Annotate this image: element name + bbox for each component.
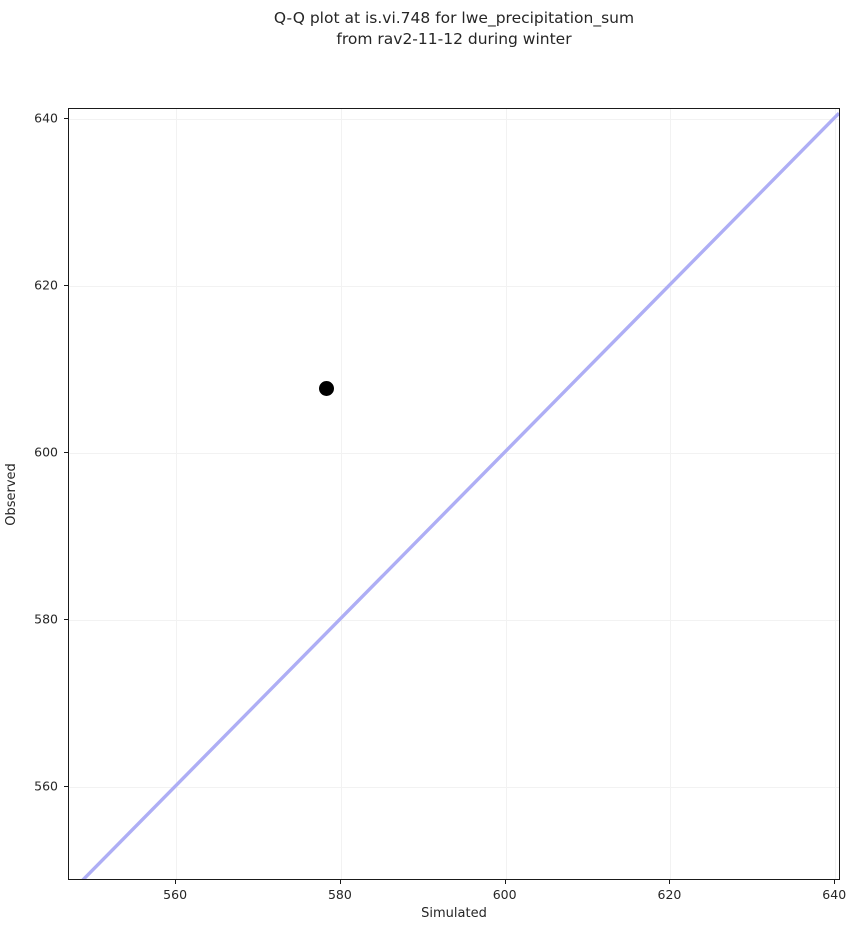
y-tick-mark bbox=[64, 786, 68, 788]
x-tick-label: 560 bbox=[163, 887, 188, 902]
y-tick-label: 620 bbox=[34, 277, 58, 293]
gridline-vertical bbox=[670, 109, 672, 879]
x-tick-label: 620 bbox=[657, 887, 682, 902]
y-tick-label: 640 bbox=[34, 110, 58, 126]
x-tick-label: 580 bbox=[327, 887, 352, 902]
page-title: Q-Q plot at is.vi.748 for lwe_precipitat… bbox=[273, 9, 635, 48]
x-axis-label: Simulated bbox=[421, 906, 487, 921]
gridline-vertical bbox=[340, 109, 342, 879]
y-tick-mark bbox=[64, 285, 68, 287]
plot-axes-area bbox=[68, 108, 840, 880]
gridline-vertical bbox=[835, 109, 837, 879]
y-tick-mark bbox=[64, 619, 68, 621]
one-to-one-reference-line bbox=[81, 111, 839, 879]
gridline-horizontal bbox=[69, 119, 839, 121]
y-axis-label-text: Observed bbox=[3, 462, 19, 526]
x-tick-mark bbox=[669, 880, 671, 884]
gridline-horizontal bbox=[69, 286, 839, 288]
x-tick-label: 640 bbox=[822, 887, 847, 902]
gridline-horizontal bbox=[69, 453, 839, 455]
x-tick-mark bbox=[504, 880, 506, 884]
plot-surface bbox=[69, 109, 839, 879]
y-tick-mark bbox=[64, 452, 68, 454]
x-tick-mark bbox=[175, 880, 177, 884]
x-tick-mark bbox=[339, 880, 341, 884]
y-tick-label: 560 bbox=[34, 778, 58, 794]
gridline-horizontal bbox=[69, 787, 839, 789]
y-tick-label: 600 bbox=[34, 444, 58, 460]
y-tick-mark bbox=[64, 118, 68, 120]
y-tick-label: 580 bbox=[34, 611, 58, 627]
data-point bbox=[318, 381, 334, 397]
x-tick-label: 600 bbox=[492, 887, 517, 902]
x-tick-mark bbox=[834, 880, 836, 884]
gridline-vertical bbox=[176, 109, 178, 879]
y-axis-label: Observed bbox=[0, 108, 22, 880]
gridline-horizontal bbox=[69, 620, 839, 622]
gridline-vertical bbox=[505, 109, 507, 879]
